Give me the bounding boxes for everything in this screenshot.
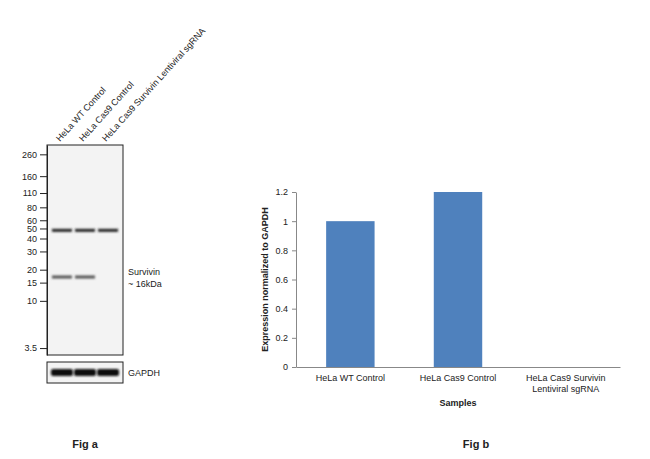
- tick: 160: [22, 172, 47, 182]
- tick-label: 0.8: [275, 246, 288, 256]
- tick-label: 1.2: [275, 187, 288, 197]
- tick: 260: [22, 150, 47, 160]
- loading-control-membrane: [47, 362, 123, 383]
- tick-mark: [40, 301, 47, 302]
- tick-label: 0.4: [275, 304, 288, 314]
- tick-mark: [40, 283, 47, 284]
- x-axis-title: Samples: [439, 398, 476, 408]
- tick: HeLa WT Control: [316, 367, 385, 383]
- y-axis-title: Expression normalized to GAPDH: [260, 207, 270, 352]
- tick: 15: [27, 278, 47, 288]
- tick-label: HeLa Cas9 Control: [420, 373, 497, 383]
- tick: 0.8: [275, 246, 296, 256]
- tick-mark: [40, 207, 47, 208]
- tick-label: 0.6: [275, 275, 288, 285]
- tick-label: 3.5: [24, 343, 37, 353]
- tick: HeLa Cas9 SurvivinLentiviral sgRNA: [526, 367, 606, 394]
- band: [75, 229, 95, 232]
- tick: 0.4: [275, 304, 296, 314]
- loading-control-band: [51, 369, 73, 376]
- tick-mark: [292, 192, 296, 193]
- tick-label: HeLa WT Control: [316, 373, 385, 383]
- bar: [326, 221, 374, 367]
- y-axis: 26016011080605040302015103.5: [22, 146, 48, 356]
- tick-mark: [292, 280, 296, 281]
- y-axis-line: [47, 146, 48, 356]
- tick: HeLa Cas9 Control: [420, 367, 497, 383]
- bar: [434, 192, 482, 367]
- tick-mark: [40, 251, 47, 252]
- tick-mark: [40, 176, 47, 177]
- band: [75, 275, 95, 278]
- y-axis-line: [296, 193, 297, 368]
- bar-chart: 0 0.2 0.4 0.6 0.8 1 1.2 HeLa WT Control HeLa Cas…: [260, 187, 621, 450]
- tick-mark: [40, 228, 47, 229]
- tick-mark: [292, 250, 296, 251]
- loading-control-band: [74, 369, 96, 376]
- tick-mark: [40, 154, 47, 155]
- membrane: [47, 145, 123, 355]
- tick-mark: [292, 309, 296, 310]
- tick: 50: [27, 224, 47, 234]
- bar: [541, 367, 589, 368]
- tick-label: 0.2: [275, 333, 288, 343]
- tick-label: 110: [23, 188, 37, 198]
- tick: 40: [27, 234, 47, 244]
- x-axis-line: [297, 367, 621, 368]
- tick: 10: [27, 296, 47, 306]
- tick: 1: [283, 217, 296, 227]
- tick-label: 15: [27, 278, 37, 288]
- tick: 80: [27, 203, 47, 213]
- tick: 0.2: [275, 333, 296, 343]
- y-axis: 0 0.2 0.4 0.6 0.8 1 1.2: [275, 187, 296, 372]
- tick-mark: [40, 220, 47, 221]
- tick-label: 1: [283, 217, 288, 227]
- tick-mark: [40, 193, 47, 194]
- tick: 0.6: [275, 275, 296, 285]
- loading-control-band: [97, 369, 119, 376]
- tick-label: 0: [283, 362, 288, 372]
- title: Fig b: [463, 438, 490, 450]
- band: [52, 275, 72, 278]
- band-label: Survivin: [128, 267, 160, 277]
- figure: 26016011080605040302015103.5Survivin~ 16…: [0, 0, 650, 459]
- tick: 1.2: [275, 187, 296, 197]
- tick-label: 80: [27, 203, 37, 213]
- tick: 0: [283, 362, 296, 372]
- tick-label: 20: [27, 265, 37, 275]
- tick: 30: [27, 247, 47, 257]
- tick-label: 30: [27, 247, 37, 257]
- tick-label: 10: [27, 296, 37, 306]
- blot-panel: 26016011080605040302015103.5Survivin~ 16…: [22, 26, 207, 450]
- band-annotation: ~ 16kDa: [128, 279, 162, 289]
- loading-control-label: GAPDH: [128, 368, 160, 378]
- tick-label: 160: [22, 172, 37, 182]
- tick: 110: [23, 188, 47, 198]
- tick: 3.5: [24, 343, 47, 353]
- tick-mark: [40, 348, 47, 349]
- tick-mark: [40, 270, 47, 271]
- bars: [326, 192, 482, 367]
- tick-mark: [292, 367, 296, 368]
- tick-mark: [40, 239, 47, 240]
- band: [52, 229, 72, 232]
- lane-label: HeLa Cas9 Survivin Lentiviral sgRNA: [100, 26, 207, 143]
- tick-mark: [292, 338, 296, 339]
- tick-label: 260: [22, 150, 37, 160]
- tick: 20: [27, 265, 47, 275]
- title: Fig a: [72, 438, 99, 450]
- tick-mark: [292, 221, 296, 222]
- tick-label: 50: [27, 224, 37, 234]
- tick-label: 40: [27, 234, 37, 244]
- bands: [52, 229, 118, 279]
- x-axis: HeLa WT Control HeLa Cas9 Control HeLa Cas…: [297, 367, 621, 394]
- band: [98, 229, 118, 232]
- tick-label: HeLa Cas9 SurvivinLentiviral sgRNA: [526, 373, 606, 393]
